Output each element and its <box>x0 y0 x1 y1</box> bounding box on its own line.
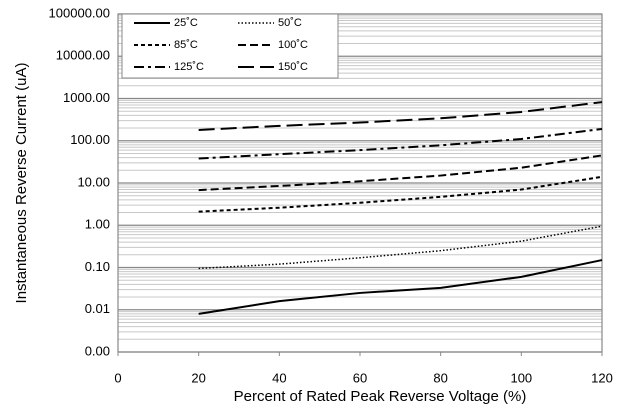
plot-border <box>117 13 603 353</box>
y-axis-label: Instantaneous Reverse Current (uA) <box>13 63 30 304</box>
x-tick-label: 100 <box>510 370 532 385</box>
series-line <box>198 154 603 192</box>
series-line <box>198 127 603 160</box>
x-tick-label: 60 <box>353 370 367 385</box>
x-axis-label: Percent of Rated Peak Reverse Voltage (%… <box>234 388 527 405</box>
y-tick-label: 0.01 <box>85 301 110 316</box>
x-tick-label: 120 <box>591 370 613 385</box>
legend-label: 50˚C <box>278 17 302 29</box>
series-line <box>198 225 603 270</box>
x-tick-label: 0 <box>114 370 121 385</box>
y-tick-label: 100000.00 <box>49 5 110 20</box>
y-tick-label: 0.10 <box>85 259 110 274</box>
x-tick-label: 20 <box>191 370 205 385</box>
x-tick-label: 80 <box>433 370 447 385</box>
y-tick-label: 0.00 <box>85 343 110 358</box>
series-line <box>198 101 603 131</box>
y-tick-label: 10.00 <box>77 174 110 189</box>
legend-label: 125˚C <box>174 61 204 73</box>
series-line <box>198 175 603 213</box>
y-tick-label: 1000.00 <box>63 90 110 105</box>
legend-label: 150˚C <box>278 61 308 73</box>
y-tick-label: 10000.00 <box>56 48 110 63</box>
legend-label: 100˚C <box>278 39 308 51</box>
legend-label: 25˚C <box>174 17 198 29</box>
x-tick-label: 40 <box>272 370 286 385</box>
y-tick-label: 1.00 <box>85 217 110 232</box>
series-line <box>198 259 603 315</box>
legend-label: 85˚C <box>174 39 198 51</box>
y-tick-label: 100.00 <box>70 132 110 147</box>
